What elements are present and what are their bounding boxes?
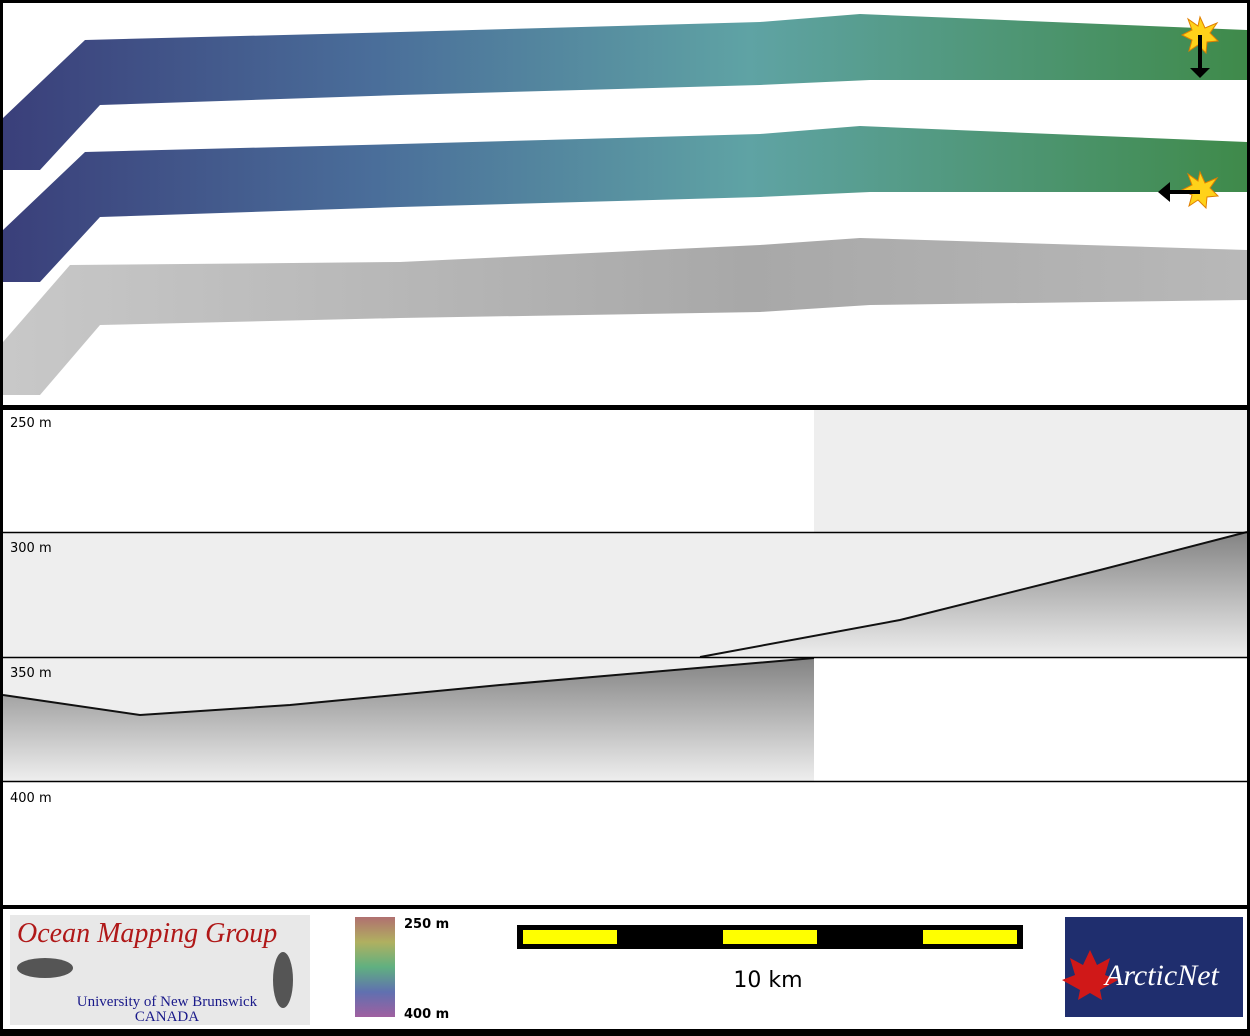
logo-art [17,958,73,978]
sun-icon [1181,16,1219,78]
sun-icon [1158,171,1219,209]
seafloor [699,531,1248,658]
scale-bar-segment [523,930,617,944]
maple-leaf [1062,950,1118,1000]
profile-panel: 250 m 300 m 350 m 400 m [2,410,1248,905]
ogm-logo: Ocean Mapping Group University of New Br… [10,915,310,1025]
depth-label: 350 m [10,666,52,681]
logo-subtitle: University of New Brunswick [77,994,258,1010]
swath [3,14,1247,170]
backscatter-swath [3,238,1247,395]
scale-label: 10 km [733,968,802,993]
colorbar-label: 250 m [404,917,449,932]
sediment [700,532,1247,657]
colorbar-label: 400 m [404,1007,449,1022]
logo-title: ArcticNet [1103,959,1220,992]
swath [3,126,1247,282]
logo-art [273,952,293,1008]
depth-label: 250 m [10,416,52,431]
depth-label: 400 m [10,791,52,806]
profile-data [814,410,1247,532]
scale-bar-segment [923,930,1017,944]
scale-bar-segment [723,930,817,944]
arcticnet-logo: ArcticNet [1062,917,1243,1017]
scale-bar: 10 km [517,925,1023,993]
colorbar [355,917,395,1017]
depth-label: 300 m [10,541,52,556]
sediment [3,658,814,781]
seafloor [2,657,815,717]
logo-title: Ocean Mapping Group [17,918,277,949]
logo-country: CANADA [135,1009,199,1025]
